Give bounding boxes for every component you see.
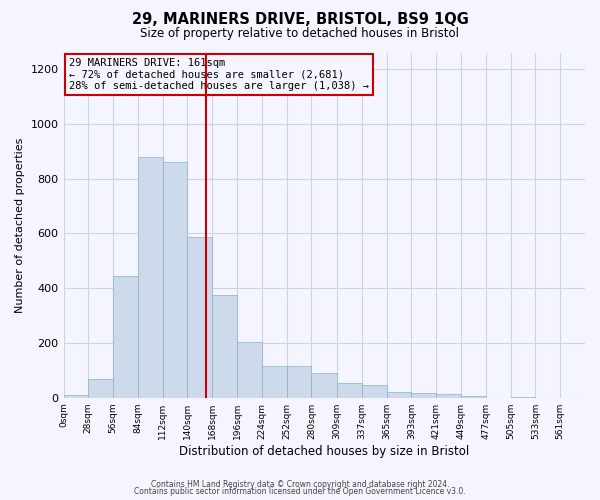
Bar xyxy=(113,276,138,398)
Text: Contains HM Land Registry data © Crown copyright and database right 2024.: Contains HM Land Registry data © Crown c… xyxy=(151,480,449,489)
Bar xyxy=(461,396,486,398)
Bar xyxy=(64,395,88,398)
Text: 29, MARINERS DRIVE, BRISTOL, BS9 1QG: 29, MARINERS DRIVE, BRISTOL, BS9 1QG xyxy=(131,12,469,28)
Bar xyxy=(511,397,535,398)
Bar xyxy=(436,394,461,398)
Bar xyxy=(187,238,212,398)
Bar xyxy=(362,386,386,398)
Bar xyxy=(287,366,311,398)
Bar xyxy=(138,156,163,398)
Text: Contains public sector information licensed under the Open Government Licence v3: Contains public sector information licen… xyxy=(134,487,466,496)
Y-axis label: Number of detached properties: Number of detached properties xyxy=(15,138,25,313)
Text: Size of property relative to detached houses in Bristol: Size of property relative to detached ho… xyxy=(140,28,460,40)
Bar xyxy=(412,393,436,398)
Text: 29 MARINERS DRIVE: 161sqm
← 72% of detached houses are smaller (2,681)
28% of se: 29 MARINERS DRIVE: 161sqm ← 72% of detac… xyxy=(69,58,369,91)
Bar xyxy=(337,382,362,398)
Bar xyxy=(311,373,337,398)
Bar xyxy=(262,366,287,398)
Bar xyxy=(88,378,113,398)
X-axis label: Distribution of detached houses by size in Bristol: Distribution of detached houses by size … xyxy=(179,444,469,458)
Bar xyxy=(386,392,412,398)
Bar xyxy=(212,295,237,398)
Bar xyxy=(163,162,187,398)
Bar xyxy=(237,342,262,398)
